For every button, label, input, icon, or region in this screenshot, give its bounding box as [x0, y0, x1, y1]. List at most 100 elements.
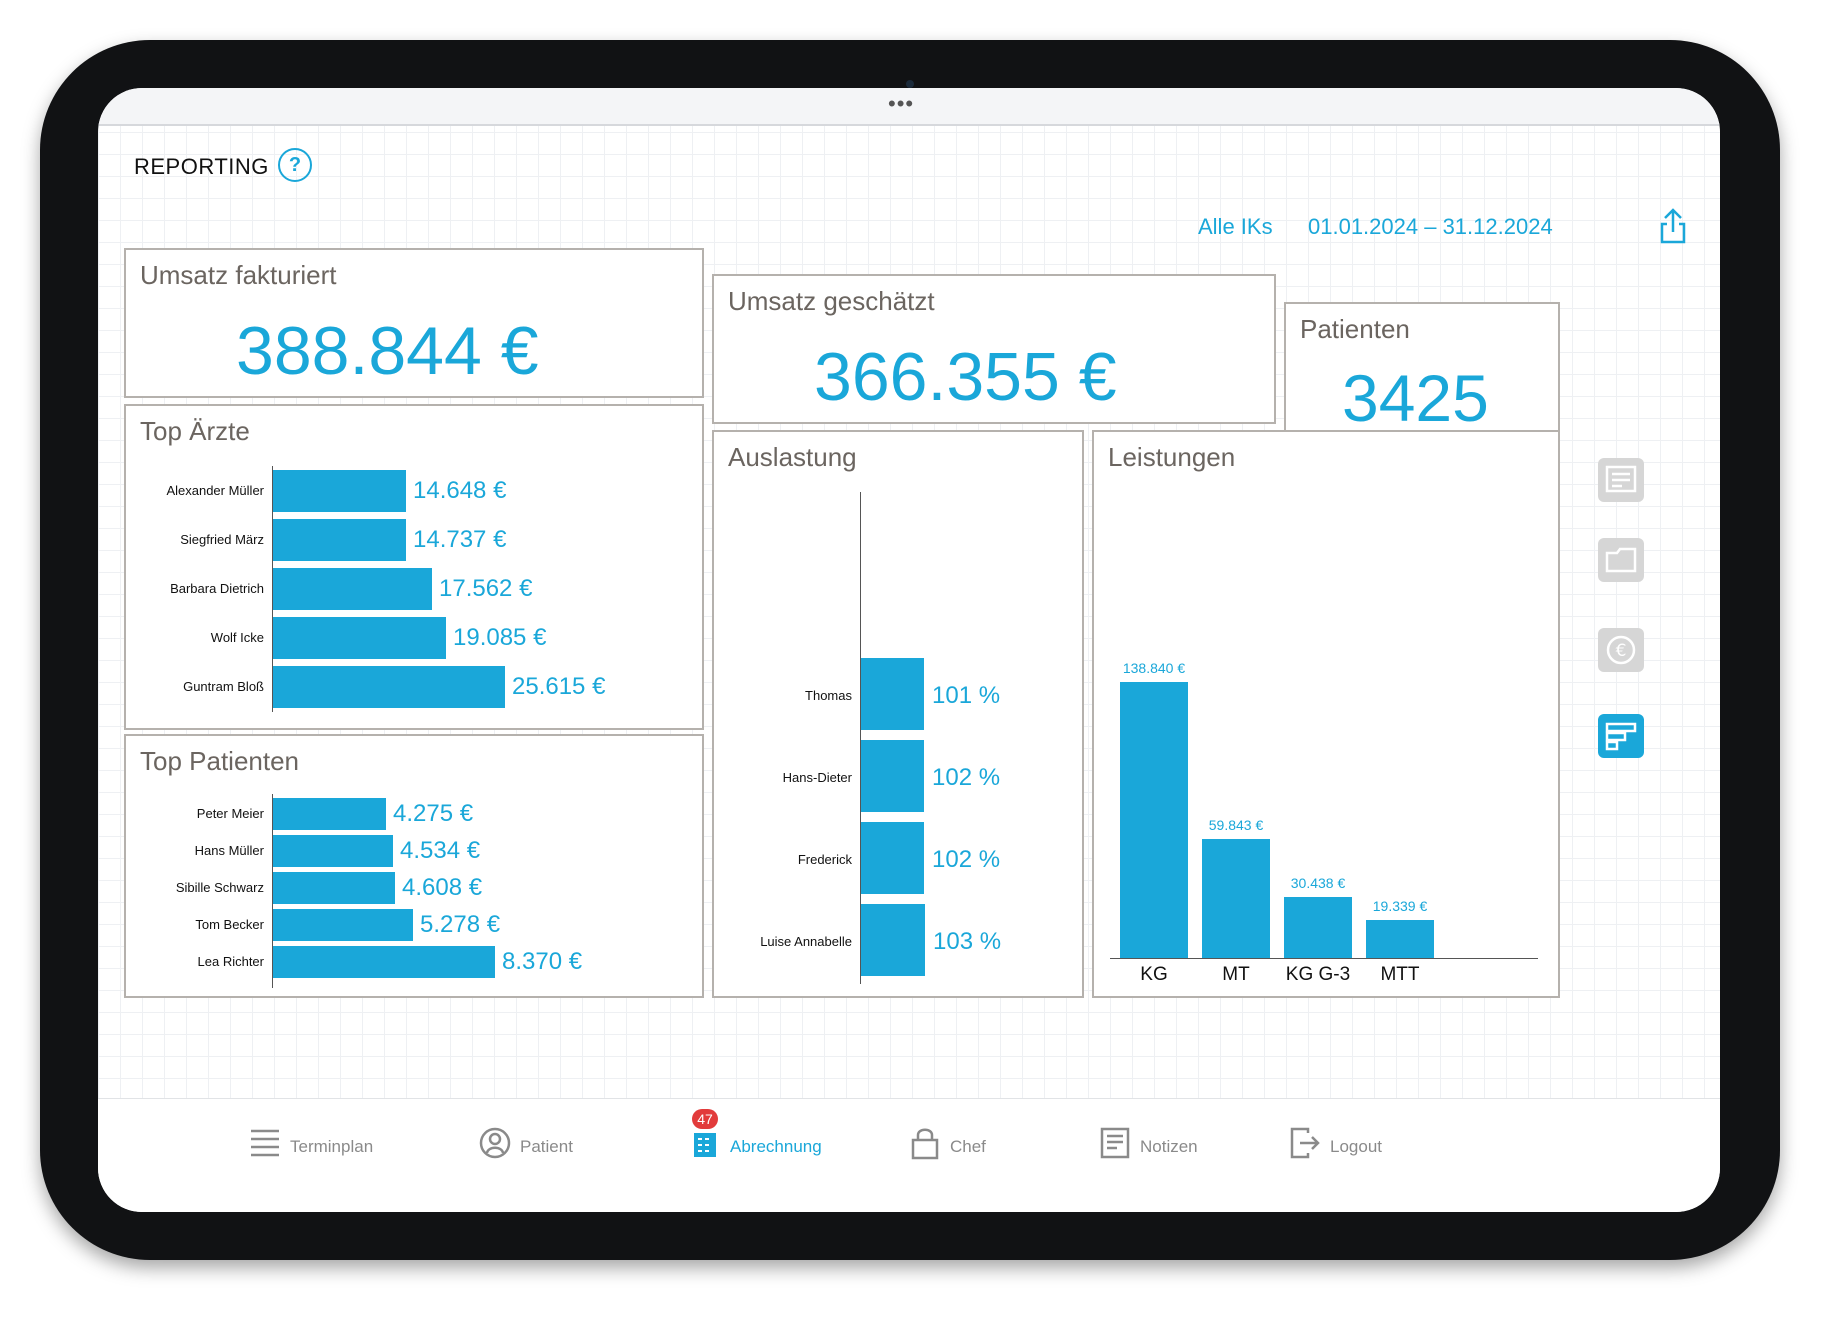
bar[interactable] — [273, 835, 393, 867]
kpi-label: Umsatz geschätzt — [728, 286, 935, 316]
multitask-dots-icon[interactable]: ••• — [888, 91, 915, 116]
bar-category-label: Guntram Bloß — [183, 679, 264, 694]
column-bar[interactable] — [1366, 920, 1434, 958]
euro-icon: € — [1606, 635, 1636, 665]
y-axis — [272, 466, 273, 712]
bar-value-label: 103 % — [933, 928, 1002, 955]
lock-icon — [911, 1128, 939, 1160]
kpi-card-umsatz-geschaetzt[interactable]: Umsatz geschätzt 366.355 € — [712, 274, 1276, 424]
bar-category-label: Hans Müller — [194, 843, 264, 858]
bar-value-label: 17.562 € — [439, 575, 533, 602]
tab-chef[interactable]: Chef — [908, 1125, 1018, 1171]
bar-category-label: Siegfried März — [180, 532, 264, 547]
kpi-value: 3425 — [1342, 361, 1489, 435]
bar-category-label: Peter Meier — [196, 806, 264, 821]
notes-icon — [1605, 465, 1637, 493]
card-title: Auslastung — [728, 442, 857, 472]
kpi-label: Umsatz fakturiert — [140, 260, 337, 290]
bottom-tab-bar: Terminplan Patient 47 Abrechnung — [98, 1098, 1720, 1212]
tab-label: Notizen — [1140, 1137, 1198, 1156]
bar-value-label: 14.737 € — [413, 526, 507, 553]
column-value-label: 19.339 € — [1372, 898, 1428, 914]
column-value-label: 138.840 € — [1122, 660, 1186, 676]
bar[interactable] — [861, 822, 924, 894]
y-axis — [272, 794, 273, 988]
bar[interactable] — [273, 519, 406, 561]
logout-icon — [1290, 1127, 1320, 1159]
column-value-label: 30.438 € — [1290, 875, 1346, 891]
billing-icon — [694, 1133, 716, 1157]
tab-label: Chef — [950, 1137, 986, 1156]
tab-label: Patient — [520, 1137, 573, 1156]
folder-icon — [1605, 547, 1637, 573]
column-bar[interactable] — [1120, 682, 1188, 958]
calendar-list-icon — [251, 1129, 279, 1157]
user-icon — [479, 1127, 511, 1159]
tab-patient[interactable]: Patient — [478, 1125, 608, 1171]
kpi-label: Patienten — [1300, 314, 1410, 344]
notes-side-button[interactable] — [1598, 458, 1644, 502]
bar-value-label: 19.085 € — [453, 624, 547, 651]
tab-label: Abrechnung — [730, 1137, 822, 1156]
bar-value-label: 102 % — [932, 764, 1001, 791]
column-bar[interactable] — [1202, 839, 1270, 958]
auslastung-card: Auslastung Thomas 101 % Hans-Dieter 102 % Fr… — [712, 430, 1084, 998]
folder-side-button[interactable] — [1598, 538, 1644, 582]
tab-logout[interactable]: Logout — [1288, 1125, 1418, 1171]
screen: ••• REPORTING ? Alle IKs 01.01.2024 – 31… — [98, 88, 1720, 1212]
bar-category-label: Wolf Icke — [210, 630, 264, 645]
top-patienten-card: Top Patienten Peter Meier 4.275 € Hans Mül… — [124, 734, 704, 998]
kpi-card-patienten[interactable]: Patienten 3425 — [1284, 302, 1560, 448]
tab-label: Terminplan — [290, 1137, 374, 1156]
bar-category-label: Alexander Müller — [166, 483, 264, 498]
x-axis — [1110, 958, 1538, 959]
bar[interactable] — [273, 666, 505, 708]
column-category-label: MTT — [1380, 964, 1420, 985]
date-range-filter[interactable]: 01.01.2024 – 31.12.2024 — [1308, 214, 1553, 239]
bar[interactable] — [861, 740, 924, 812]
bar-value-label: 4.275 € — [393, 800, 474, 827]
share-icon[interactable] — [1658, 206, 1688, 246]
card-title: Top Patienten — [140, 746, 300, 776]
reporting-side-button[interactable] — [1598, 714, 1644, 758]
bar-value-label: 25.615 € — [512, 673, 606, 700]
tab-abrechnung[interactable]: 47 Abrechnung — [688, 1109, 848, 1171]
notification-badge: 47 — [692, 1109, 718, 1129]
euro-side-button[interactable]: € — [1598, 628, 1644, 672]
kpi-value: 388.844 € — [236, 313, 539, 389]
bar-category-label: Luise Annabelle — [760, 934, 852, 949]
bar-category-label: Lea Richter — [197, 954, 264, 969]
bar-value-label: 5.278 € — [420, 911, 501, 938]
bar[interactable] — [273, 909, 413, 941]
bar-category-label: Tom Becker — [195, 917, 264, 932]
bar-value-label: 101 % — [932, 682, 1001, 709]
page-title: REPORTING — [134, 154, 269, 179]
column-category-label: KG G-3 — [1285, 964, 1351, 985]
bar-value-label: 14.648 € — [413, 477, 507, 504]
bar[interactable] — [273, 798, 386, 830]
leistungen-card: Leistungen 138.840 € KG 59.843 € MT 30.438 €… — [1092, 430, 1560, 998]
y-axis — [860, 492, 861, 984]
column-category-label: KG — [1140, 964, 1168, 985]
svg-text:€: € — [1616, 641, 1627, 661]
bar[interactable] — [861, 658, 924, 730]
bar-value-label: 102 % — [932, 846, 1001, 873]
bar[interactable] — [273, 946, 495, 978]
bar-value-label: 8.370 € — [502, 948, 583, 975]
bar-value-label: 4.608 € — [402, 874, 483, 901]
bar[interactable] — [273, 872, 395, 904]
tab-notizen[interactable]: Notizen — [1098, 1125, 1228, 1171]
column-bar[interactable] — [1284, 897, 1352, 958]
bar-category-label: Frederick — [797, 852, 852, 867]
bar[interactable] — [861, 904, 925, 976]
ik-filter[interactable]: Alle IKs — [1198, 214, 1273, 239]
question-circle-icon[interactable]: ? — [278, 148, 312, 182]
kpi-card-umsatz-fakturiert[interactable]: Umsatz fakturiert 388.844 € — [124, 248, 704, 398]
bar-category-label: Hans-Dieter — [782, 770, 852, 785]
bar[interactable] — [273, 470, 406, 512]
top-aerzte-card: Top Ärzte Alexander Müller 14.648 € Siegfr… — [124, 404, 704, 730]
bar[interactable] — [273, 568, 432, 610]
tab-terminplan[interactable]: Terminplan — [248, 1125, 398, 1171]
bar-category-label: Barbara Dietrich — [170, 581, 264, 596]
bar[interactable] — [273, 617, 446, 659]
